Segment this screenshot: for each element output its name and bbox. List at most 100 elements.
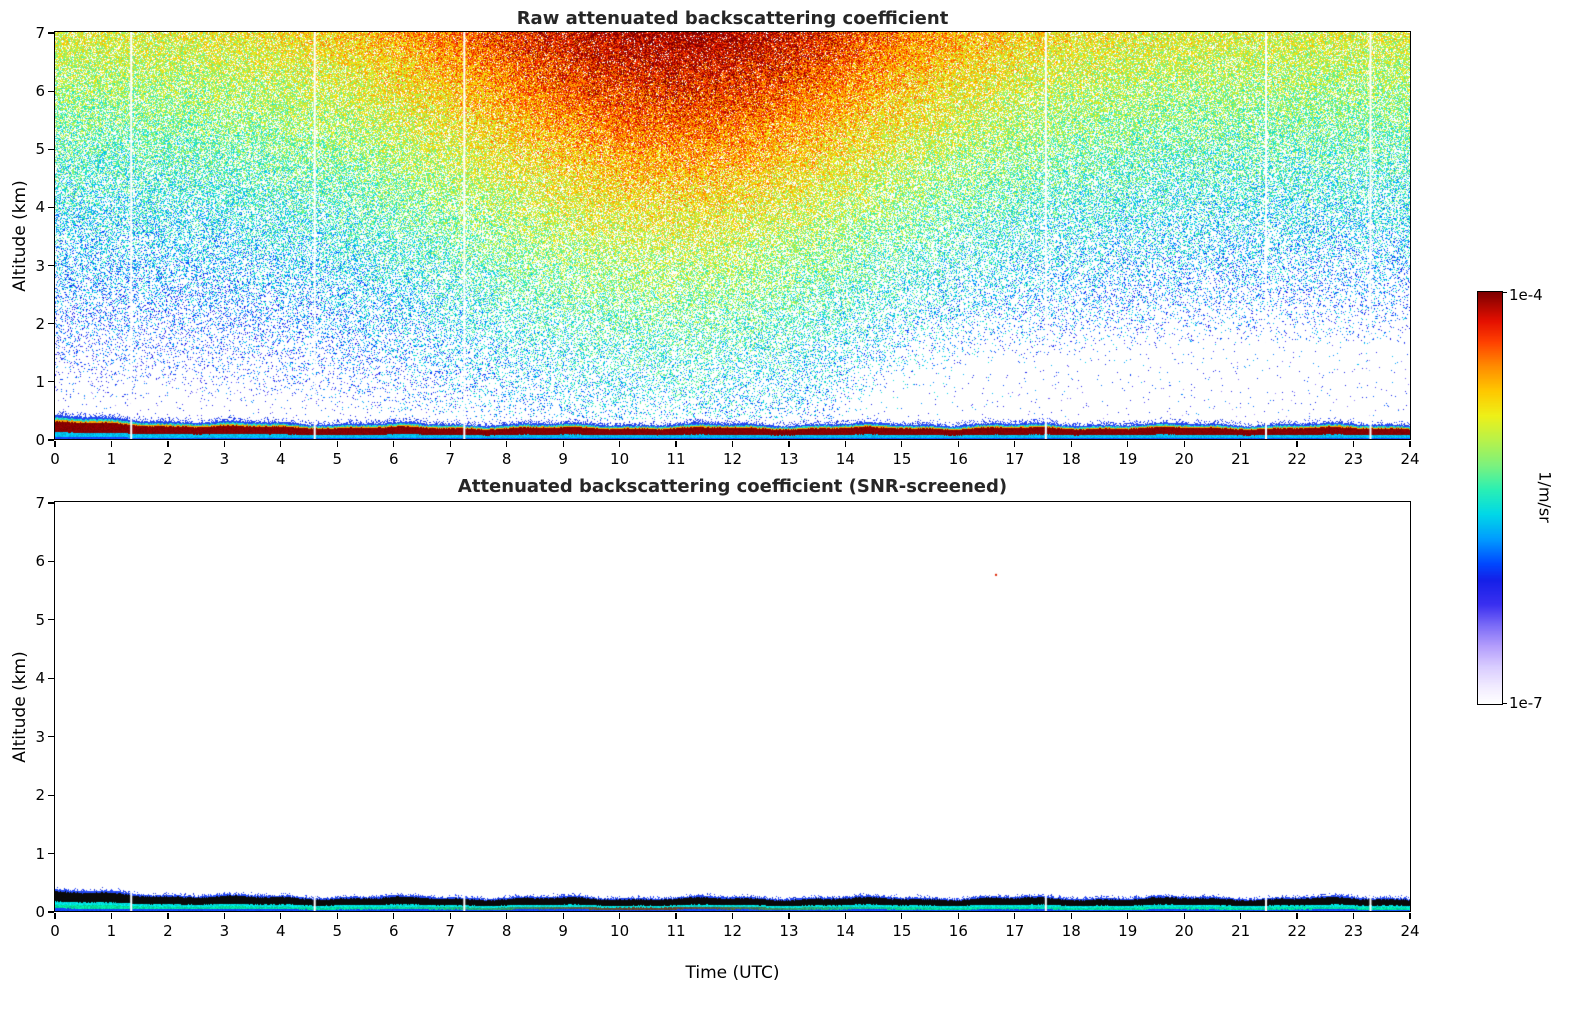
x-tick-label: 23 — [1343, 450, 1364, 468]
x-tick-label: 18 — [1061, 450, 1081, 468]
x-tick-label: 6 — [388, 450, 399, 468]
x-tick-label: 15 — [892, 450, 912, 468]
screened-panel-ylabel: Altitude (km) — [10, 651, 30, 763]
y-tick-label: 0 — [35, 903, 45, 921]
x-tick — [957, 913, 959, 919]
x-tick — [506, 913, 508, 919]
x-tick-label: 24 — [1400, 922, 1420, 940]
x-tick — [336, 913, 338, 919]
x-tick — [110, 913, 113, 919]
x-tick-label: 7 — [445, 450, 455, 468]
x-tick-label: 2 — [163, 922, 173, 940]
x-tick — [1014, 913, 1016, 919]
x-tick-label: 15 — [892, 922, 912, 940]
y-tick-label: 2 — [35, 314, 45, 333]
x-tick — [280, 441, 282, 447]
x-tick-label: 11 — [666, 922, 686, 940]
x-tick-label: 22 — [1287, 450, 1307, 468]
y-tick-label: 6 — [35, 82, 45, 101]
x-tick-label: 13 — [779, 450, 799, 468]
x-tick — [788, 441, 790, 447]
x-tick-label: 12 — [722, 450, 743, 468]
colorbar-max-tick — [1503, 292, 1507, 294]
x-tick-label: 0 — [50, 450, 60, 468]
screened-backscatter-heatmap — [55, 502, 1410, 911]
x-tick — [1183, 441, 1185, 447]
x-tick-label: 12 — [722, 922, 743, 940]
x-tick — [223, 441, 225, 447]
x-tick — [506, 441, 508, 447]
colorbar-units-label: 1/m/sr — [1535, 471, 1555, 523]
x-tick — [901, 441, 903, 447]
colorbar-max-label: 1e-4 — [1509, 286, 1543, 304]
x-tick — [54, 441, 56, 447]
x-tick — [223, 913, 225, 919]
x-tick — [562, 913, 564, 919]
x-tick — [901, 913, 903, 919]
raw-backscatter-heatmap — [55, 32, 1410, 439]
x-tick-label: 0 — [50, 922, 60, 940]
x-tick — [110, 441, 113, 447]
x-tick-label: 19 — [1118, 922, 1138, 940]
x-tick-label: 1 — [106, 922, 117, 940]
x-tick — [54, 913, 56, 919]
x-tick-label: 24 — [1400, 450, 1420, 468]
y-tick-label: 5 — [35, 140, 45, 159]
y-tick-label: 6 — [35, 552, 45, 571]
x-tick — [957, 441, 959, 447]
raw-panel-title: Raw attenuated backscattering coefficien… — [516, 8, 949, 29]
x-tick — [1296, 913, 1298, 919]
x-tick-label: 3 — [219, 922, 230, 940]
y-tick-label: 7 — [35, 24, 45, 42]
x-tick — [1352, 441, 1355, 447]
x-tick — [844, 441, 846, 447]
x-tick-label: 21 — [1231, 450, 1251, 468]
x-tick — [1014, 441, 1016, 447]
x-tick — [393, 441, 395, 447]
screened-panel-x-axis: 0 1 2 3 4 5 6 7 8 9 10 11 12 13 14 15 16 17 18 19 20 21 22 23 24 — [50, 913, 1420, 943]
colorbar-frame — [1477, 291, 1503, 705]
x-tick — [167, 913, 169, 919]
y-tick-label: 1 — [35, 372, 45, 391]
y-tick-label: 1 — [35, 844, 45, 863]
x-tick-label: 20 — [1174, 922, 1194, 940]
x-tick-label: 10 — [610, 922, 630, 940]
raw-panel-frame — [54, 31, 1411, 440]
x-tick — [618, 441, 621, 447]
x-tick — [1183, 913, 1185, 919]
x-tick-label: 17 — [1005, 450, 1025, 468]
x-tick-label: 9 — [558, 450, 568, 468]
x-tick-label: 8 — [501, 922, 512, 940]
x-tick-label: 14 — [835, 450, 855, 468]
screened-panel-title: Attenuated backscattering coefficient (S… — [457, 476, 1008, 497]
x-tick-label: 16 — [948, 922, 968, 940]
x-tick-label: 2 — [163, 450, 173, 468]
x-tick-label: 16 — [948, 450, 968, 468]
raw-panel-x-axis: 0 1 2 3 4 5 6 7 8 9 10 11 12 13 14 15 16 17 18 19 20 21 22 23 24 — [50, 441, 1420, 471]
x-tick-label: 7 — [445, 922, 455, 940]
x-tick-label: 17 — [1005, 922, 1025, 940]
x-tick — [618, 913, 621, 919]
y-tick-label: 5 — [35, 610, 45, 629]
x-tick — [675, 913, 677, 919]
x-tick-label: 21 — [1231, 922, 1251, 940]
x-tick-label: 20 — [1174, 450, 1194, 468]
x-tick — [1240, 441, 1242, 447]
x-tick-label: 18 — [1061, 922, 1081, 940]
x-tick-label: 8 — [501, 450, 512, 468]
x-tick-label: 11 — [666, 450, 686, 468]
x-tick — [167, 441, 169, 447]
raw-panel-ylabel: Altitude (km) — [10, 180, 30, 292]
x-tick — [562, 441, 564, 447]
x-tick — [1127, 913, 1129, 919]
x-tick — [280, 913, 282, 919]
x-tick — [336, 441, 338, 447]
colorbar-min-label: 1e-7 — [1509, 694, 1543, 712]
x-tick — [844, 913, 846, 919]
x-tick — [1127, 441, 1129, 447]
colorbar-min-tick — [1503, 703, 1507, 705]
x-axis-label: Time (UTC) — [685, 963, 780, 983]
x-tick — [1409, 913, 1411, 919]
x-tick — [1070, 441, 1072, 447]
x-tick-label: 4 — [276, 450, 286, 468]
